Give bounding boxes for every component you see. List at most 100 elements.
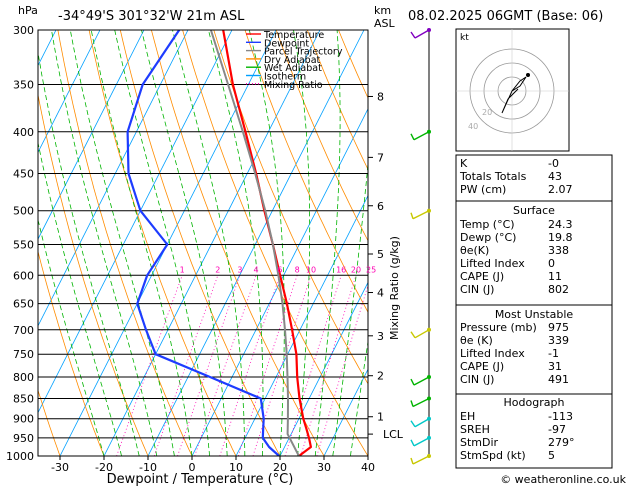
stat-label: CAPE (J) <box>460 360 504 373</box>
mixing-ratio-line <box>219 275 281 456</box>
temperature-tick-label: -30 <box>51 461 69 474</box>
mixing-ratio-label: 25 <box>366 265 376 274</box>
height-tick-label: 3 <box>377 330 384 343</box>
mixing-ratio-label: 20 <box>351 265 361 274</box>
wind-barb-flag <box>410 31 416 39</box>
surface-title: Surface <box>513 204 555 217</box>
profile-dewpoint <box>126 30 280 456</box>
dry-adiabat-line <box>588 30 629 456</box>
hodograph-ring-label: 40 <box>468 122 478 131</box>
wind-barb <box>410 28 431 39</box>
wind-barb-staff <box>413 376 430 386</box>
wind-barb-staff <box>413 131 430 141</box>
pressure-tick-label: 400 <box>13 126 34 139</box>
mixing-ratio-label: 6 <box>277 265 282 274</box>
dry-adiabat-line <box>38 389 61 456</box>
height-tick-label: LCL <box>383 428 404 441</box>
wind-barb <box>410 454 431 465</box>
wind-barb-flag <box>410 133 415 141</box>
wet-adiabat-line <box>38 50 140 456</box>
mixing-ratio-line <box>252 275 312 456</box>
temperature-tick-label: 30 <box>317 461 331 474</box>
pressure-tick-label: 850 <box>13 392 34 405</box>
mixing-ratio-label: 4 <box>254 265 259 274</box>
wind-barb-staff <box>412 210 430 220</box>
height-tick-label: 6 <box>377 200 384 213</box>
wet-adiabat-line <box>314 30 341 456</box>
wind-barb <box>410 327 431 339</box>
pressure-tick-label: 300 <box>13 24 34 37</box>
stat-value: -1 <box>548 347 559 360</box>
isotherm-line <box>59 30 277 456</box>
stat-value: 31 <box>548 360 562 373</box>
pressure-tick-label: 1000 <box>6 450 34 463</box>
stat-value: 491 <box>548 373 569 386</box>
legend-label: Temperature <box>263 30 324 41</box>
stat-label: Totals Totals <box>459 170 527 183</box>
mixing-ratio-label: 2 <box>215 265 220 274</box>
stat-value: 2.07 <box>548 183 573 196</box>
wind-barb-staff <box>414 329 430 339</box>
hodograph-table-box <box>455 393 613 469</box>
height-tick-label: 7 <box>377 151 384 164</box>
stat-value: 0 <box>548 257 555 270</box>
wind-barb-staff <box>413 437 430 447</box>
wet-adiabat-line <box>350 339 368 456</box>
temperature-tick-label: -20 <box>95 461 113 474</box>
wind-barb <box>410 208 431 220</box>
stat-value: -97 <box>548 423 566 436</box>
stat-value: 279° <box>548 436 575 449</box>
mixing-ratio-line <box>284 275 342 456</box>
isotherm-line <box>147 30 365 456</box>
stat-value: 24.3 <box>548 218 573 231</box>
stat-label: Lifted Index <box>460 347 525 360</box>
height-tick-label: 2 <box>377 370 384 383</box>
pressure-tick-label: 500 <box>13 205 34 218</box>
hodograph-table-title: Hodograph <box>504 396 565 409</box>
legend-label: Parcel Trajectory <box>264 47 343 58</box>
temperature-tick-label: 20 <box>273 461 287 474</box>
legend-label: Dewpoint <box>264 38 309 49</box>
stat-label: θe(K) <box>460 244 489 257</box>
copyright-footer: © weatheronline.co.uk <box>500 473 626 486</box>
wet-adiabat-line <box>114 30 210 456</box>
temperature-tick-label: 40 <box>361 461 375 474</box>
pressure-tick-label: 550 <box>13 238 34 251</box>
stat-label: K <box>460 157 468 170</box>
wind-barb-staff <box>412 455 430 465</box>
stat-label: CIN (J) <box>460 283 494 296</box>
mixing-ratio-label: 16 <box>336 265 346 274</box>
stat-label: Pressure (mb) <box>460 321 537 334</box>
mixing-ratio-line <box>177 275 241 456</box>
dry-adiabat-line <box>306 30 368 171</box>
legend-label: Mixing Ratio <box>264 80 323 91</box>
wind-barb-staff <box>414 29 430 39</box>
isotherm-line <box>191 108 368 456</box>
isotherm-line <box>38 30 233 414</box>
wet-adiabat-line <box>332 159 368 456</box>
mixing-ratio-labels: 1 2 3 4 6 8 10 16 20 25 <box>180 265 377 274</box>
stat-value: 339 <box>548 334 569 347</box>
pressure-tick-label: 750 <box>13 348 34 361</box>
pressure-tick-label: 950 <box>13 432 34 445</box>
stat-label: Temp (°C) <box>459 218 515 231</box>
mixing-ratio-label: 10 <box>306 265 316 274</box>
temperature-tick-label: -10 <box>139 461 157 474</box>
most-unstable-title: Most Unstable <box>495 308 574 321</box>
wet-adiabat-line <box>293 30 311 456</box>
mixing-ratio-line <box>194 275 257 456</box>
height-tick-label: 4 <box>377 287 384 300</box>
wet-adiabat-line <box>248 30 285 456</box>
wind-barb-flag <box>410 331 416 339</box>
pressure-axis: 300 350 400 450 500 550 600 650 700 750 800 850 900 9… <box>6 24 34 463</box>
wind-barb-flag <box>410 212 414 219</box>
stat-value: 975 <box>548 321 569 334</box>
temperature-tick-label: 0 <box>189 461 196 474</box>
hodograph-unit: kt <box>460 33 469 43</box>
wind-barb-dot <box>427 416 431 421</box>
stat-label: θe (K) <box>460 334 493 347</box>
profile-parcel-trajectory <box>209 30 300 456</box>
height-tick-label: 5 <box>377 248 384 261</box>
isotherm-line <box>38 30 145 240</box>
